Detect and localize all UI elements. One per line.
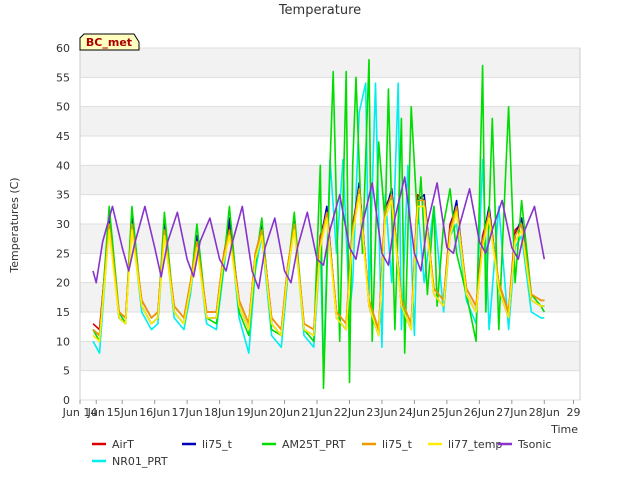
y-tick-label: 0 [63, 394, 70, 407]
legend-label: Tsonic [517, 438, 551, 451]
x-tick-label: Jun [87, 406, 105, 419]
x-tick-label: 17Jun [172, 406, 203, 419]
y-tick-label: 15 [56, 306, 70, 319]
background-band [80, 370, 580, 400]
legend-item: li75_t [362, 438, 413, 451]
y-tick-label: 20 [56, 277, 70, 290]
x-tick-label: 21Jun [301, 406, 332, 419]
x-tick-label: 28Jun [529, 406, 560, 419]
y-axis-ticks: 0 5 10 15 20 25 30 35 40 45 50 55 60 [56, 42, 580, 407]
legend-label: AirT [112, 438, 134, 451]
chart-title: Temperature [278, 3, 361, 18]
legend-label: AM25T_PRT [282, 438, 346, 451]
x-tick-label: 16Jun [139, 406, 170, 419]
series-lines [92, 58, 546, 390]
y-tick-label: 10 [56, 335, 70, 348]
y-tick-label: 25 [56, 247, 70, 260]
legend-label: li75_t [202, 438, 233, 451]
legend-item: NR01_PRT [92, 455, 168, 468]
y-tick-label: 50 [56, 101, 70, 114]
background-band [80, 312, 580, 342]
legend-item: AirT [92, 438, 134, 451]
legend-item: li77_temp [428, 438, 502, 451]
x-axis-label: Time [550, 423, 578, 436]
x-tick-label: 19Jun [236, 406, 267, 419]
x-tick-label: 26Jun [464, 406, 495, 419]
x-tick-label: 23Jun [366, 406, 397, 419]
x-tick-label: 29 [567, 406, 581, 419]
legend-item: Tsonic [498, 438, 551, 451]
x-tick-label: 20Jun [269, 406, 300, 419]
y-tick-label: 35 [56, 189, 70, 202]
y-axis-label: Temperatures (C) [8, 177, 21, 273]
x-tick-label: Jun 14 [62, 406, 98, 419]
y-tick-label: 60 [56, 42, 70, 55]
y-tick-label: 45 [56, 130, 70, 143]
legend-label: li75_t [382, 438, 413, 451]
series-line-tsonic [92, 176, 546, 290]
y-tick-label: 40 [56, 159, 70, 172]
background-band [80, 77, 580, 107]
x-tick-label: 15Jun [107, 406, 138, 419]
x-tick-label: 18Jun [204, 406, 235, 419]
x-tick-label: 27Jun [496, 406, 527, 419]
background-band [80, 48, 580, 78]
x-tick-label: 24Jun [399, 406, 430, 419]
background-band [80, 282, 580, 312]
legend-label: li77_temp [448, 438, 502, 451]
background-band [80, 341, 580, 371]
legend-item: li75_t [182, 438, 233, 451]
y-tick-label: 5 [63, 365, 70, 378]
legend-item: AM25T_PRT [262, 438, 346, 451]
x-tick-label: 25Jun [431, 406, 462, 419]
background-band [80, 106, 580, 136]
station-badge-label: BC_met [86, 36, 132, 49]
legend-label: NR01_PRT [112, 455, 168, 468]
station-badge: BC_met [79, 33, 140, 51]
series-line-nr01-prt [92, 82, 545, 372]
series-line-li77-temp [92, 193, 545, 343]
legend: AirT li75_t AM25T_PRT li75_t li77_temp Tsonic… [92, 438, 551, 468]
y-tick-label: 55 [56, 71, 70, 84]
x-tick-label: 22Jun [334, 406, 365, 419]
y-tick-label: 30 [56, 218, 70, 231]
